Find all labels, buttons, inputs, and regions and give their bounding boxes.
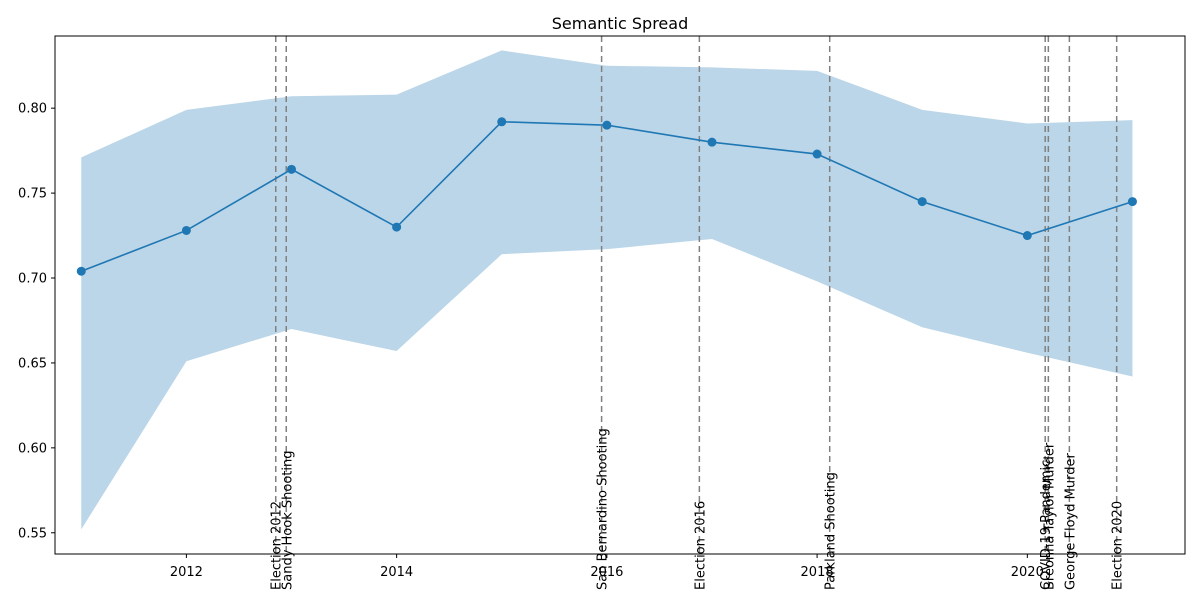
y-tick-label: 0.60 (18, 441, 47, 456)
y-tick-label: 0.70 (18, 272, 47, 287)
data-point (602, 120, 612, 130)
data-point (707, 137, 717, 147)
data-point (497, 117, 507, 127)
data-point (1022, 231, 1032, 241)
confidence-band-layer (81, 50, 1133, 530)
x-tick-label: 2012 (170, 565, 203, 580)
confidence-band (81, 50, 1133, 530)
data-point (287, 164, 297, 174)
event-label: COVID-19 Pandemic (1039, 460, 1054, 590)
data-point (76, 266, 86, 276)
y-tick-label: 0.80 (18, 102, 47, 117)
y-tick-label: 0.75 (18, 187, 47, 202)
data-point (181, 225, 191, 235)
data-point (1127, 197, 1137, 207)
data-point (917, 197, 927, 207)
chart-title: Semantic Spread (552, 14, 688, 33)
x-tick-label: 2020 (1011, 565, 1044, 580)
event-label: Sandy Hook Shooting (280, 451, 295, 590)
event-label: San Bernardino Shooting (596, 428, 611, 590)
x-tick-label: 2018 (801, 565, 834, 580)
y-tick-label: 0.55 (18, 526, 47, 541)
event-label: Election 2016 (693, 501, 708, 590)
y-tick-label: 0.65 (18, 356, 47, 371)
y-axis-ticks: 0.55 0.60 0.65 0.70 0.75 0.80 (18, 102, 55, 541)
event-label: George Floyd Murder (1063, 453, 1078, 590)
event-label: Election 2020 (1111, 501, 1126, 590)
data-point (392, 222, 402, 232)
event-label: Election 2012 (270, 501, 285, 590)
series-points-layer (76, 117, 1137, 276)
x-tick-label: 2014 (380, 565, 413, 580)
data-point (812, 149, 822, 159)
event-label: Parkland Shooting (824, 472, 839, 590)
event-lines-layer (274, 36, 1118, 554)
event-label: Breonna Taylor Murder (1042, 442, 1057, 590)
x-axis-ticks: 2012 2014 2016 2018 2020 (170, 554, 1044, 580)
plot-frame (54, 35, 1186, 555)
x-tick-label: 2016 (590, 565, 623, 580)
